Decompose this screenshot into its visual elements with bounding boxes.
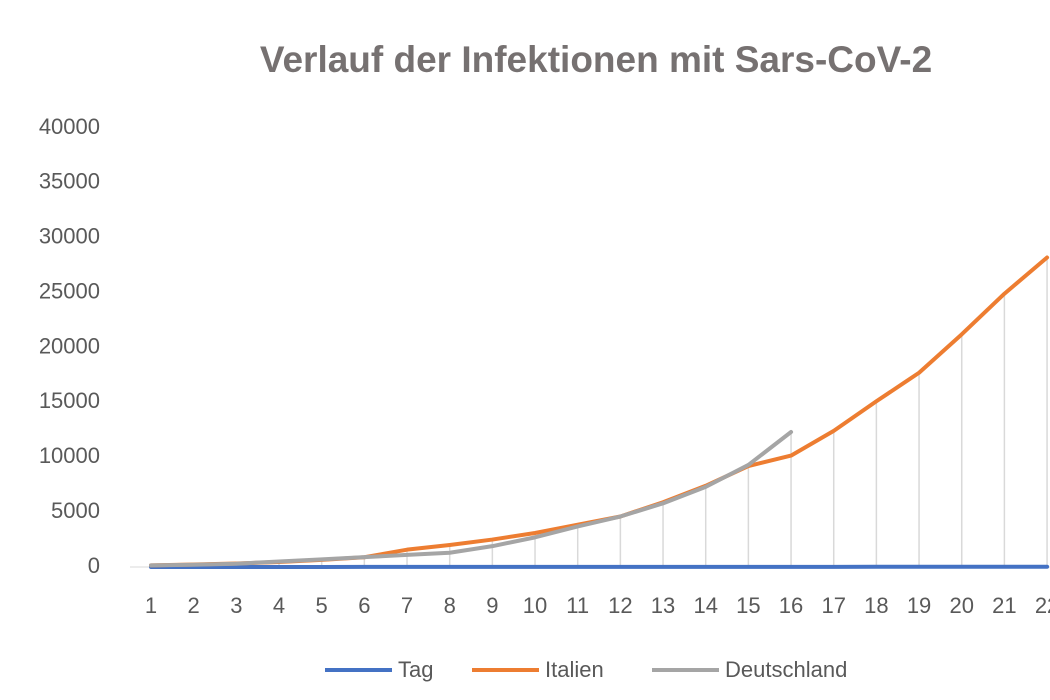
x-tick-label: 12 — [608, 593, 632, 618]
y-tick-label: 10000 — [39, 443, 100, 468]
y-tick-label: 35000 — [39, 169, 100, 194]
legend-label: Italien — [545, 657, 604, 682]
x-tick-label: 1 — [145, 593, 157, 618]
y-tick-label: 40000 — [39, 114, 100, 139]
y-tick-label: 20000 — [39, 333, 100, 358]
legend-label: Tag — [398, 657, 433, 682]
x-tick-label: 10 — [523, 593, 547, 618]
y-tick-label: 15000 — [39, 388, 100, 413]
x-tick-label: 8 — [444, 593, 456, 618]
legend-label: Deutschland — [725, 657, 847, 682]
legend-item: Deutschland — [652, 657, 847, 682]
x-tick-label: 19 — [907, 593, 931, 618]
x-tick-label: 3 — [230, 593, 242, 618]
series-line — [149, 430, 794, 568]
x-tick-label: 9 — [486, 593, 498, 618]
y-tick-label: 30000 — [39, 224, 100, 249]
x-tick-label: 18 — [864, 593, 888, 618]
x-tick-label: 14 — [693, 593, 717, 618]
x-tick-label: 22 — [1035, 593, 1050, 618]
chart-title: Verlauf der Infektionen mit Sars-CoV-2 — [260, 39, 932, 80]
y-tick-label: 25000 — [39, 278, 100, 303]
x-tick-label: 17 — [821, 593, 845, 618]
y-tick-label: 5000 — [51, 498, 100, 523]
x-tick-label: 13 — [651, 593, 675, 618]
legend-item: Italien — [472, 657, 604, 682]
x-tick-label: 15 — [736, 593, 760, 618]
x-tick-label: 6 — [358, 593, 370, 618]
x-tick-label: 2 — [188, 593, 200, 618]
x-tick-label: 20 — [949, 593, 973, 618]
y-tick-label: 0 — [88, 553, 100, 578]
x-tick-label: 16 — [779, 593, 803, 618]
x-tick-label: 11 — [566, 593, 589, 618]
x-tick-label: 7 — [401, 593, 413, 618]
legend-item: Tag — [325, 657, 433, 682]
x-tick-label: 5 — [316, 593, 328, 618]
x-tick-label: 21 — [992, 593, 1016, 618]
series-line — [149, 255, 1050, 568]
x-tick-label: 4 — [273, 593, 285, 618]
